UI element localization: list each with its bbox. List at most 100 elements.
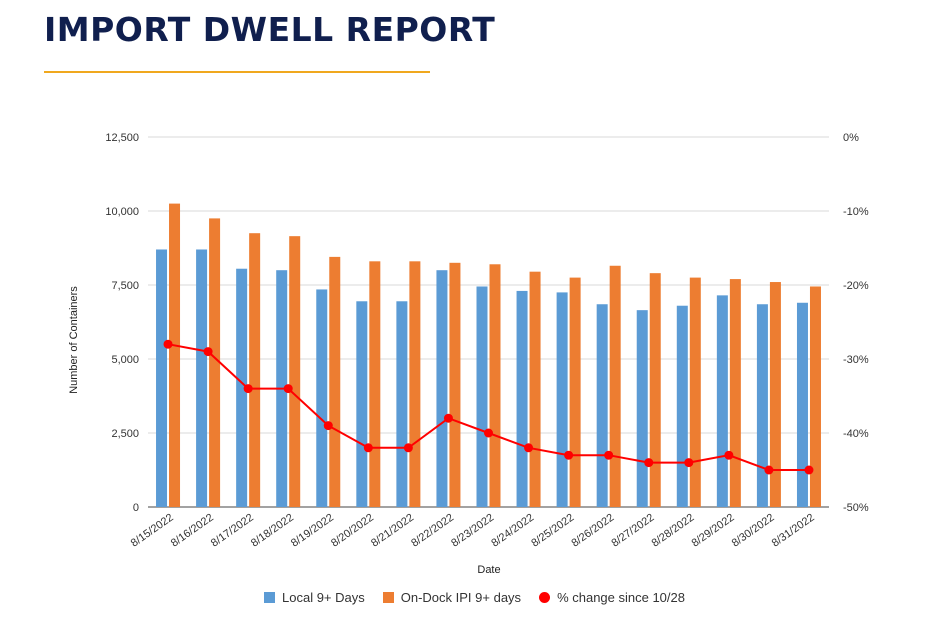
legend-item-ondock: On-Dock IPI 9+ days [382,590,522,605]
x-tick-label: 8/16/2022 [169,512,216,550]
x-tick-label: 8/19/2022 [289,512,336,550]
x-axis-title: Date [477,564,500,576]
change-point [724,450,734,460]
bar-local [196,249,208,508]
x-tick-label: 8/26/2022 [569,512,616,550]
bar-local [316,289,328,507]
y-tick-label: 7,500 [111,280,139,292]
y-tick-label: 0 [133,502,139,514]
y-tick-label: 5,000 [111,354,139,366]
y2-tick-label: -40% [843,428,869,440]
change-point [604,450,614,460]
y2-tick-label: -50% [843,502,869,514]
bar-ondock [769,282,781,507]
bar-ondock [609,265,621,507]
legend-label-local: Local 9+ Days [282,590,365,605]
change-point [804,465,814,475]
change-point [403,443,413,453]
change-point [684,458,694,468]
change-point [203,347,213,357]
bar-local [676,305,688,507]
bar-local [236,268,248,507]
x-tick-label: 8/25/2022 [529,512,576,550]
change-point [363,443,373,453]
legend-item-change: % change since 10/28 [539,590,685,605]
dwell-chart: 0 2,500 5,000 7,500 10,000 12,500 -50% -40% -30… [68,132,869,576]
legend: Local 9+ Days On-Dock IPI 9+ days % chan… [0,590,949,605]
bar-ondock [729,279,741,507]
x-tick-label: 8/23/2022 [449,512,496,550]
bar-ondock [369,261,381,507]
bar-local [636,310,648,507]
x-tick-label: 8/27/2022 [609,512,656,550]
bar-ondock [569,277,581,507]
bar-local [396,301,408,507]
x-tick-label: 8/20/2022 [329,512,376,550]
bar-local [716,295,728,507]
legend-swatch-ondock [382,592,394,603]
bar-ondock [409,261,421,507]
bar-ondock [209,218,221,507]
change-point [764,465,774,475]
left-axis-ticks: 0 2,500 5,000 7,500 10,000 12,500 [105,132,139,514]
change-point [283,384,293,394]
x-tick-label: 8/22/2022 [409,512,456,550]
title-underline [44,71,430,73]
legend-swatch-change [539,592,551,603]
y-tick-label: 10,000 [105,206,139,218]
change-point [564,450,574,460]
bar-ondock [249,233,261,507]
change-point [443,413,453,423]
change-point [524,443,534,453]
bar-ondock [289,236,301,507]
x-tick-label: 8/21/2022 [369,512,416,550]
percent-change-line [163,339,814,475]
bar-local [476,286,488,507]
bar-local [156,249,168,508]
y-axis-title: Number of Containers [68,286,80,394]
x-tick-label: 8/29/2022 [690,512,737,550]
bar-ondock [529,271,541,507]
y2-tick-label: 0% [843,132,859,144]
change-point [484,428,493,438]
bar-ondock [689,277,701,507]
bar-ondock [649,273,661,507]
x-axis-ticks: 8/15/20228/16/20228/17/20228/18/20228/19… [129,512,817,550]
legend-item-local: Local 9+ Days [264,590,365,605]
legend-label-ondock: On-Dock IPI 9+ days [400,590,522,605]
bar-local [756,304,768,507]
gridlines [148,136,829,508]
y2-tick-label: -10% [843,206,869,218]
x-tick-label: 8/18/2022 [249,512,296,550]
x-tick-label: 8/17/2022 [209,512,256,550]
bar-local [356,301,368,507]
bars [156,203,821,508]
bar-local [436,270,448,507]
bar-local [596,304,608,507]
right-axis-ticks: -50% -40% -30% -20% -10% 0% [843,132,869,514]
y-tick-label: 12,500 [105,132,139,144]
bar-ondock [809,286,821,507]
bar-local [556,292,568,507]
change-line [167,343,809,471]
bar-ondock [449,262,461,507]
y2-tick-label: -30% [843,354,869,366]
legend-swatch-local [264,592,275,603]
x-tick-label: 8/24/2022 [489,512,536,550]
change-point [644,458,654,468]
change-point [243,384,253,394]
x-tick-label: 8/15/2022 [129,512,176,550]
bar-ondock [329,256,341,507]
x-tick-label: 8/28/2022 [650,512,697,550]
bar-local [516,290,528,507]
change-point [163,339,173,349]
legend-label-change: % change since 10/28 [557,590,685,605]
bar-ondock [489,264,501,507]
x-tick-label: 8/31/2022 [770,512,817,550]
x-tick-label: 8/30/2022 [730,512,777,550]
bar-local [796,302,808,507]
page-title: IMPORT DWELL REPORT [44,10,496,49]
bar-ondock [169,203,181,507]
y2-tick-label: -20% [843,280,869,292]
change-point [323,421,333,431]
